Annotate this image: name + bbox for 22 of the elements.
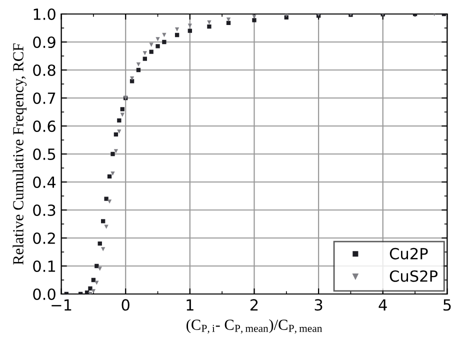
y-tick-label: 0.1	[33, 260, 56, 272]
y-tick-label: 0.3	[33, 204, 56, 216]
legend-label: Cu2P	[390, 248, 428, 260]
y-tick-label: 0.8	[33, 64, 56, 76]
y-tick-label: 0.7	[33, 92, 56, 104]
x-tick-label: 5	[444, 299, 451, 311]
y-tick-label: 0.6	[33, 120, 56, 132]
x-tick-label: −1	[52, 299, 72, 310]
x-tick-label: 4	[378, 299, 387, 310]
x-tick-label: 1	[186, 299, 194, 310]
y-axis-title: Relative Cumulative Freqency, RCF	[12, 43, 27, 265]
legend-label: CuS2P	[390, 270, 438, 282]
y-tick-label: 0.4	[33, 176, 56, 188]
x-tick-label: 2	[250, 299, 258, 310]
y-tick-label: 0.0	[33, 288, 56, 300]
x-tick-label: 3	[314, 299, 322, 311]
x-axis-title: (C$_{P,i}$- C$_{P,mean}$)/C$_{P,mean}$	[186, 319, 322, 334]
y-tick-label: 1.0	[34, 8, 56, 20]
y-tick-label: 0.9	[33, 36, 56, 48]
x-tick-label: 0	[122, 299, 130, 311]
y-tick-label: 0.5	[33, 148, 56, 160]
y-tick-label: 0.2	[33, 232, 55, 244]
